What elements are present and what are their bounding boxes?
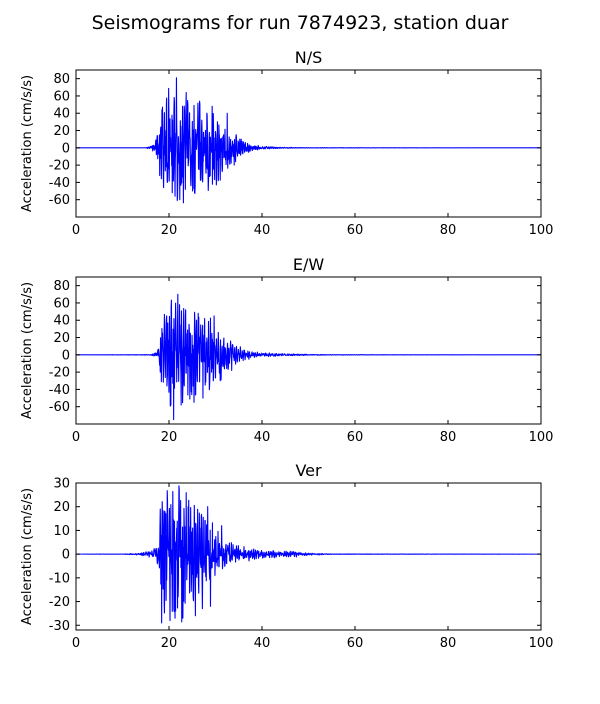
x-tick-label: 0 [72,636,80,651]
x-tick-label: 0 [72,430,80,445]
axes-frame [75,482,542,631]
x-tick-label: 60 [347,636,364,651]
y-tick-label: 30 [53,477,70,492]
y-tick-label: 20 [53,124,70,139]
y-tick-label: 40 [53,314,70,329]
y-tick-label: 60 [53,89,70,104]
axes-title: Ver [295,461,322,480]
y-tick-label: 0 [62,141,70,156]
x-tick-label: 0 [72,223,80,238]
x-tick-label: 100 [529,223,554,238]
panels: N/S0 20 40 60 80 100-60-40-20020406080Acceler… [20,48,553,651]
x-tick-label: 80 [440,636,457,651]
seismogram-trace-e-w [76,293,541,421]
y-tick-label: 60 [53,296,70,311]
y-tick-label: -60 [49,400,70,415]
y-axis-label: Acceleration (cm/s/s) [20,282,35,419]
x-tick-label: 100 [529,636,554,651]
y-tick-label: -40 [49,383,70,398]
axes-title: N/S [295,48,323,67]
y-tick-label: 10 [53,524,70,539]
y-tick-label: 20 [53,500,70,515]
axes-frame [75,69,542,218]
y-tick-label: 20 [53,331,70,346]
y-tick-label: 80 [53,72,70,87]
seismogram-trace-ver [76,485,541,624]
axes-frame [75,276,542,425]
seismogram-trace-n-s [76,77,541,204]
x-tick-label: 40 [254,223,271,238]
y-axis-label: Acceleration (cm/s/s) [20,488,35,625]
x-tick-label: 80 [440,223,457,238]
figure-title: Seismograms for run 7874923, station dua… [92,12,509,34]
x-tick-label: 80 [440,430,457,445]
y-tick-label: -10 [49,571,70,586]
y-tick-label: -20 [49,595,70,610]
y-axis-label: Acceleration (cm/s/s) [20,75,35,212]
x-tick-label: 20 [161,223,178,238]
y-tick-label: -40 [49,176,70,191]
y-tick-label: -20 [49,159,70,174]
x-tick-label: 40 [254,430,271,445]
y-tick-label: -20 [49,366,70,381]
axes-title: E/W [293,255,325,274]
x-tick-label: 60 [347,430,364,445]
x-tick-label: 100 [529,430,554,445]
y-tick-label: -60 [49,193,70,208]
y-tick-label: 40 [53,107,70,122]
x-tick-label: 60 [347,223,364,238]
y-tick-label: 0 [62,548,70,563]
y-tick-label: -30 [49,619,70,634]
panel-e-w: E/W 0 20 40 60 80 100 -60 -40 -20 0 20 40 60 80 Acceler… [20,255,553,445]
y-tick-label: 80 [53,279,70,294]
y-tick-label: 0 [62,348,70,363]
panel-ver: Ver 0 20 40 60 80 100 -30 -20 -10 0 10 20 30 Accelerat… [20,461,553,651]
x-tick-label: 40 [254,636,271,651]
x-tick-label: 20 [161,636,178,651]
x-tick-label: 20 [161,430,178,445]
panel-n-s: N/S 0 20 40 60 80 100 -60 -40 -20 0 20 40 60 80 Acceler… [20,48,553,238]
